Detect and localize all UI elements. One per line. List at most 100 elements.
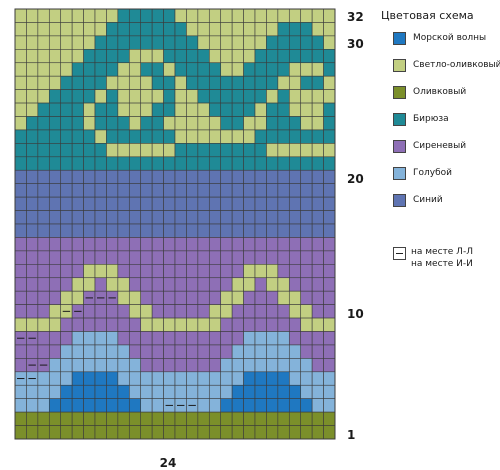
stitch-cell	[277, 331, 290, 346]
stitch-cell	[231, 331, 244, 346]
stitch-cell	[26, 304, 39, 319]
stitch-cell	[163, 223, 176, 238]
stitch-cell	[208, 183, 222, 198]
stitch-cell	[151, 49, 164, 64]
stitch-cell	[37, 371, 50, 386]
stitch-cell	[254, 49, 267, 64]
stitch-cell	[243, 371, 256, 386]
stitch-cell	[48, 129, 62, 144]
stitch-cell	[71, 371, 84, 386]
stitch-cell	[71, 116, 84, 131]
stitch-cell	[60, 183, 73, 198]
stitch-cell	[37, 169, 50, 184]
stitch-cell	[83, 264, 96, 279]
stitch-cell	[151, 210, 164, 225]
stitch-cell	[254, 129, 267, 144]
stitch-cell	[71, 237, 84, 252]
stitch-cell	[106, 169, 119, 184]
stitch-cell	[186, 331, 199, 346]
stitch-cell	[243, 116, 256, 131]
stitch-cell	[140, 290, 153, 305]
stitch-cell	[186, 290, 199, 305]
stitch-cell	[60, 237, 73, 252]
stitch-cell	[231, 317, 244, 332]
stitch-cell	[48, 49, 62, 64]
stitch-cell	[151, 62, 164, 77]
stitch-cell	[71, 49, 84, 64]
stitch-cell	[14, 425, 27, 440]
stitch-cell	[94, 398, 107, 413]
stitch-cell	[60, 264, 73, 279]
stitch-cell	[174, 143, 187, 158]
stitch-cell	[60, 62, 73, 77]
stitch-cell	[128, 210, 142, 225]
stitch-cell	[231, 290, 244, 305]
stitch-cell	[266, 290, 279, 305]
stitch-cell	[37, 250, 50, 265]
stitch-cell	[197, 371, 210, 386]
stitch-cell	[208, 116, 222, 131]
stitch-cell	[83, 331, 96, 346]
stitch-cell	[300, 304, 313, 319]
stitch-cell	[140, 264, 153, 279]
stitch-cell	[220, 317, 233, 332]
stitch-cell	[26, 290, 39, 305]
stitch-cell	[323, 371, 336, 386]
stitch-cell	[174, 223, 187, 238]
stitch-cell	[117, 223, 130, 238]
stitch-cell	[266, 102, 279, 117]
stitch-cell	[300, 223, 313, 238]
stitch-cell	[151, 116, 164, 131]
stitch-cell	[243, 290, 256, 305]
stitch-cell	[163, 331, 176, 346]
stitch-cell	[151, 183, 164, 198]
stitch-cell	[277, 344, 290, 359]
stitch-cell	[14, 304, 27, 319]
stitch-cell	[26, 384, 39, 399]
stitch-cell	[60, 8, 73, 23]
stitch-cell	[243, 62, 256, 77]
stitch-cell	[254, 304, 267, 319]
stitch-cell	[254, 143, 267, 158]
stitch-cell	[300, 75, 313, 90]
stitch-cell	[26, 22, 39, 37]
stitch-cell	[71, 183, 84, 198]
stitch-cell	[26, 156, 39, 171]
stitch-cell	[174, 102, 187, 117]
stitch-cell	[71, 210, 84, 225]
stitch-cell	[220, 210, 233, 225]
stitch-cell	[197, 344, 210, 359]
stitch-cell	[266, 425, 279, 440]
stitch-cell	[83, 89, 96, 104]
stitch-cell	[37, 425, 50, 440]
stitch-cell	[220, 75, 233, 90]
stitch-cell	[186, 411, 199, 426]
stitch-cell	[117, 196, 130, 211]
stitch-cell	[48, 237, 62, 252]
stitch-cell	[26, 237, 39, 252]
stitch-cell	[323, 304, 336, 319]
stitch-cell	[174, 210, 187, 225]
stitch-cell	[254, 264, 267, 279]
stitch-cell	[117, 143, 130, 158]
stitch-cell	[231, 8, 244, 23]
stitch-cell	[94, 129, 107, 144]
stitch-cell	[323, 398, 336, 413]
stitch-cell	[254, 183, 267, 198]
stitch-cell	[254, 331, 267, 346]
stitch-cell	[311, 116, 324, 131]
stitch-cell	[288, 304, 302, 319]
stitch-cell	[300, 264, 313, 279]
stitch-cell	[37, 304, 50, 319]
stitch-cell	[48, 371, 62, 386]
stitch-cell	[106, 8, 119, 23]
stitch-cell	[323, 344, 336, 359]
stitch-cell	[300, 344, 313, 359]
stitch-cell	[48, 358, 62, 373]
stitch-cell	[220, 304, 233, 319]
stitch-cell	[288, 156, 302, 171]
stitch-cell	[140, 183, 153, 198]
stitch-cell	[208, 331, 222, 346]
stitch-cell	[14, 62, 27, 77]
stitch-cell	[323, 264, 336, 279]
